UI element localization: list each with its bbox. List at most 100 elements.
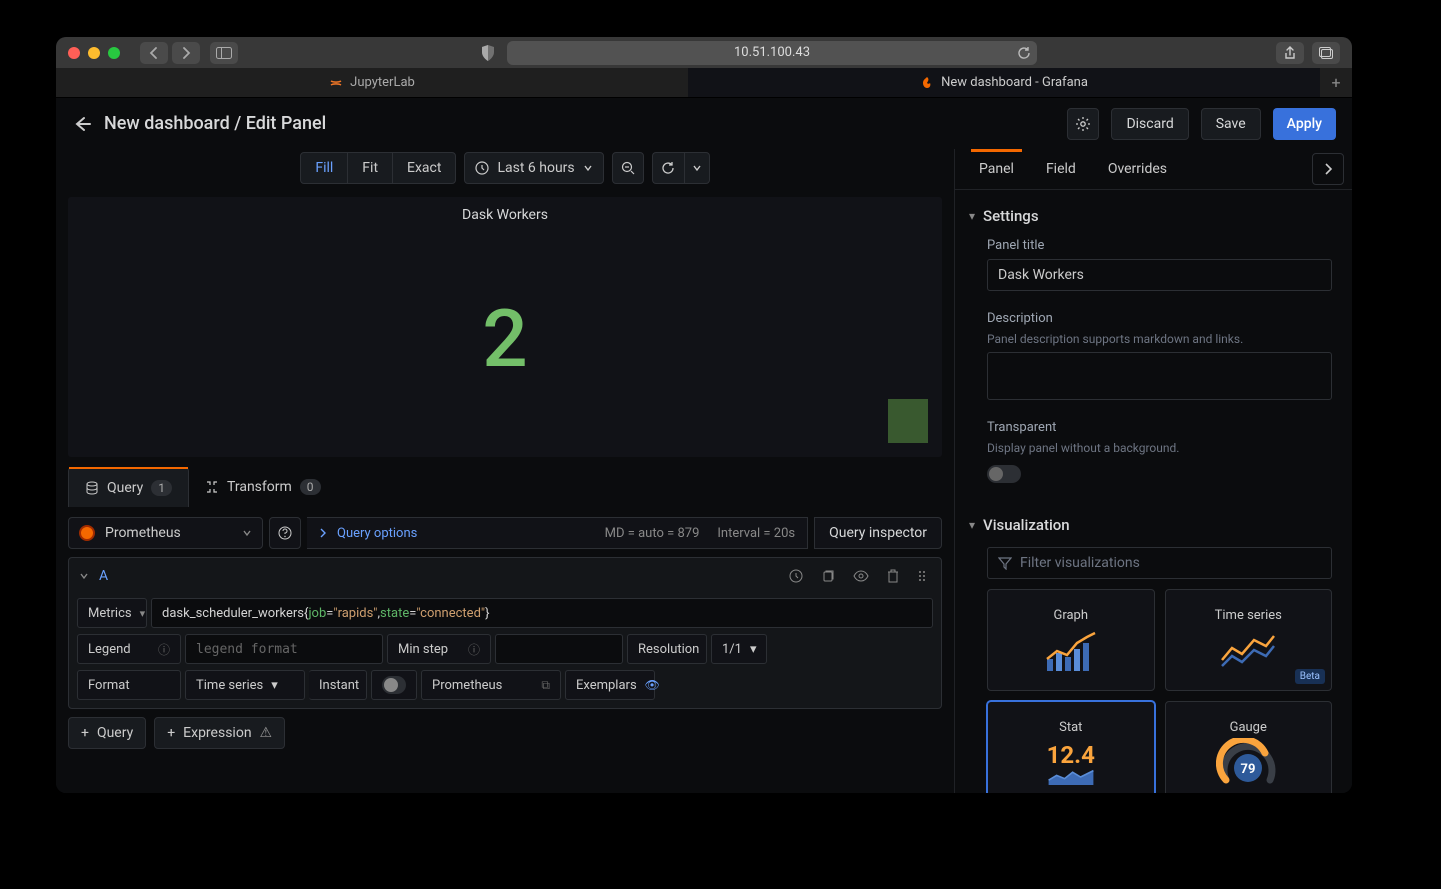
- resolution-label: Resolution: [627, 634, 707, 664]
- minimize-window-button[interactable]: [88, 47, 100, 59]
- delete-query-icon[interactable]: [883, 569, 903, 583]
- info-icon[interactable]: ⓘ: [468, 641, 480, 658]
- browser-forward-button[interactable]: [172, 42, 200, 64]
- browser-back-button[interactable]: [140, 42, 168, 64]
- format-select[interactable]: Time series ▾: [185, 670, 305, 700]
- viz-stat[interactable]: Stat 12.4: [987, 701, 1155, 793]
- tab-panel[interactable]: Panel: [963, 149, 1030, 189]
- min-step-label: Min step ⓘ: [387, 634, 491, 664]
- tab-field[interactable]: Field: [1030, 149, 1092, 189]
- panel-preview-title: Dask Workers: [74, 203, 936, 227]
- viz-graph[interactable]: Graph: [987, 589, 1155, 691]
- query-options-bar[interactable]: Query options MD = auto = 879 Interval =…: [307, 517, 808, 549]
- chevron-down-icon: ▾: [969, 518, 975, 532]
- metrics-label[interactable]: Metrics ▾: [77, 598, 147, 628]
- visualization-filter[interactable]: Filter visualizations: [987, 547, 1332, 579]
- settings-section: ▾ Settings Panel title Description Panel…: [955, 190, 1352, 499]
- toggle-visibility-icon[interactable]: [849, 570, 873, 582]
- refresh-interval-button[interactable]: [684, 152, 710, 184]
- view-mode-fill[interactable]: Fill: [301, 153, 347, 183]
- tab-transform[interactable]: Transform 0: [189, 467, 337, 507]
- stat-value: 2: [482, 292, 527, 386]
- reload-icon[interactable]: [1017, 46, 1031, 60]
- filter-icon: [998, 556, 1012, 570]
- nav-buttons: [140, 42, 200, 64]
- datasource-select[interactable]: Prometheus: [68, 517, 263, 549]
- add-query-button[interactable]: +Query: [68, 717, 146, 749]
- query-time-icon[interactable]: [785, 569, 807, 583]
- save-button[interactable]: Save: [1201, 108, 1261, 140]
- settings-button[interactable]: [1067, 108, 1099, 140]
- share-button[interactable]: [1276, 42, 1304, 64]
- instant-toggle[interactable]: [382, 676, 406, 694]
- settings-header[interactable]: ▾ Settings: [955, 198, 1352, 234]
- tab-query[interactable]: Query 1: [68, 467, 189, 507]
- maximize-window-button[interactable]: [108, 47, 120, 59]
- view-mode-exact[interactable]: Exact: [392, 153, 455, 183]
- browser-tab-jupyter[interactable]: JupyterLab: [56, 68, 688, 97]
- eye-icon[interactable]: 👁: [645, 678, 660, 692]
- info-icon[interactable]: ⓘ: [158, 641, 170, 658]
- sidebar-expand-button[interactable]: [1312, 153, 1344, 185]
- datasource-help-button[interactable]: [269, 517, 301, 549]
- browser-window: 10.51.100.43 JupyterLab New dashboard - …: [56, 37, 1352, 793]
- resolution-select[interactable]: 1/1 ▾: [711, 634, 767, 664]
- visualization-grid: Graph Time series: [955, 589, 1352, 793]
- duplicate-query-icon[interactable]: [817, 569, 839, 583]
- refresh-group: [652, 152, 710, 184]
- discard-button[interactable]: Discard: [1111, 108, 1188, 140]
- view-mode-group: Fill Fit Exact: [300, 152, 456, 184]
- refresh-button[interactable]: [652, 152, 684, 184]
- viz-gauge[interactable]: Gauge 79: [1165, 701, 1333, 793]
- add-expression-button[interactable]: +Expression⚠: [154, 717, 285, 749]
- min-step-input[interactable]: [495, 634, 623, 664]
- transparent-hint: Display panel without a background.: [987, 441, 1332, 455]
- close-window-button[interactable]: [68, 47, 80, 59]
- browser-tab-grafana[interactable]: New dashboard - Grafana: [688, 68, 1320, 97]
- legend-input[interactable]: [185, 634, 383, 664]
- visualization-section: ▾ Visualization Filter visualizations Gr…: [955, 499, 1352, 793]
- address-bar[interactable]: 10.51.100.43: [507, 41, 1037, 65]
- viz-time-series[interactable]: Time series Beta: [1165, 589, 1333, 691]
- format-row: Format Time series ▾ Instant: [77, 670, 933, 700]
- tabs-overview-button[interactable]: [1312, 42, 1340, 64]
- instant-label: Instant: [309, 670, 367, 700]
- visualization-header[interactable]: ▾ Visualization: [955, 507, 1352, 543]
- transform-count-badge: 0: [300, 479, 321, 495]
- chevron-down-icon[interactable]: [79, 571, 89, 581]
- back-arrow-icon[interactable]: [72, 114, 92, 134]
- chevron-down-icon: ▾: [750, 642, 757, 657]
- prometheus-link-label[interactable]: Prometheus ⧉: [421, 670, 561, 700]
- prometheus-icon: [79, 525, 95, 541]
- new-tab-button[interactable]: +: [1320, 68, 1352, 97]
- transparent-toggle[interactable]: [987, 465, 1021, 483]
- datasource-name: Prometheus: [105, 525, 181, 541]
- time-range-picker[interactable]: Last 6 hours: [464, 152, 603, 184]
- zoom-out-button[interactable]: [612, 152, 644, 184]
- panel-title-input[interactable]: [987, 259, 1332, 291]
- query-inspector-button[interactable]: Query inspector: [814, 517, 942, 549]
- privacy-shield-icon[interactable]: [477, 42, 499, 64]
- time-range-label: Last 6 hours: [497, 160, 574, 176]
- apply-button[interactable]: Apply: [1273, 108, 1336, 140]
- description-textarea[interactable]: [987, 352, 1332, 400]
- description-hint: Panel description supports markdown and …: [987, 332, 1332, 346]
- tab-overrides[interactable]: Overrides: [1092, 149, 1183, 189]
- body: Fill Fit Exact Last 6 hours: [56, 149, 1352, 793]
- settings-content: Panel title Description Panel descriptio…: [955, 234, 1352, 491]
- spark-bar: [888, 399, 928, 443]
- sidebar-toggle-button[interactable]: [210, 42, 238, 64]
- metrics-input[interactable]: dask_scheduler_workers{job="rapids", sta…: [151, 598, 933, 628]
- query-name[interactable]: A: [99, 568, 108, 584]
- chevron-down-icon: [242, 528, 252, 538]
- query-options-label: Query options: [337, 526, 417, 541]
- tab-label: New dashboard - Grafana: [941, 75, 1088, 90]
- query-editor-body: Metrics ▾ dask_scheduler_workers{job="ra…: [69, 594, 941, 708]
- view-mode-fit[interactable]: Fit: [347, 153, 392, 183]
- legend-label: Legend ⓘ: [77, 634, 181, 664]
- warning-icon: ⚠: [260, 725, 273, 741]
- datasource-row: Prometheus Query options MD = auto = 879…: [68, 517, 942, 549]
- tab-label: Transform: [227, 479, 292, 495]
- drag-handle-icon[interactable]: [913, 569, 931, 583]
- panel-preview: Dask Workers 2: [68, 197, 942, 457]
